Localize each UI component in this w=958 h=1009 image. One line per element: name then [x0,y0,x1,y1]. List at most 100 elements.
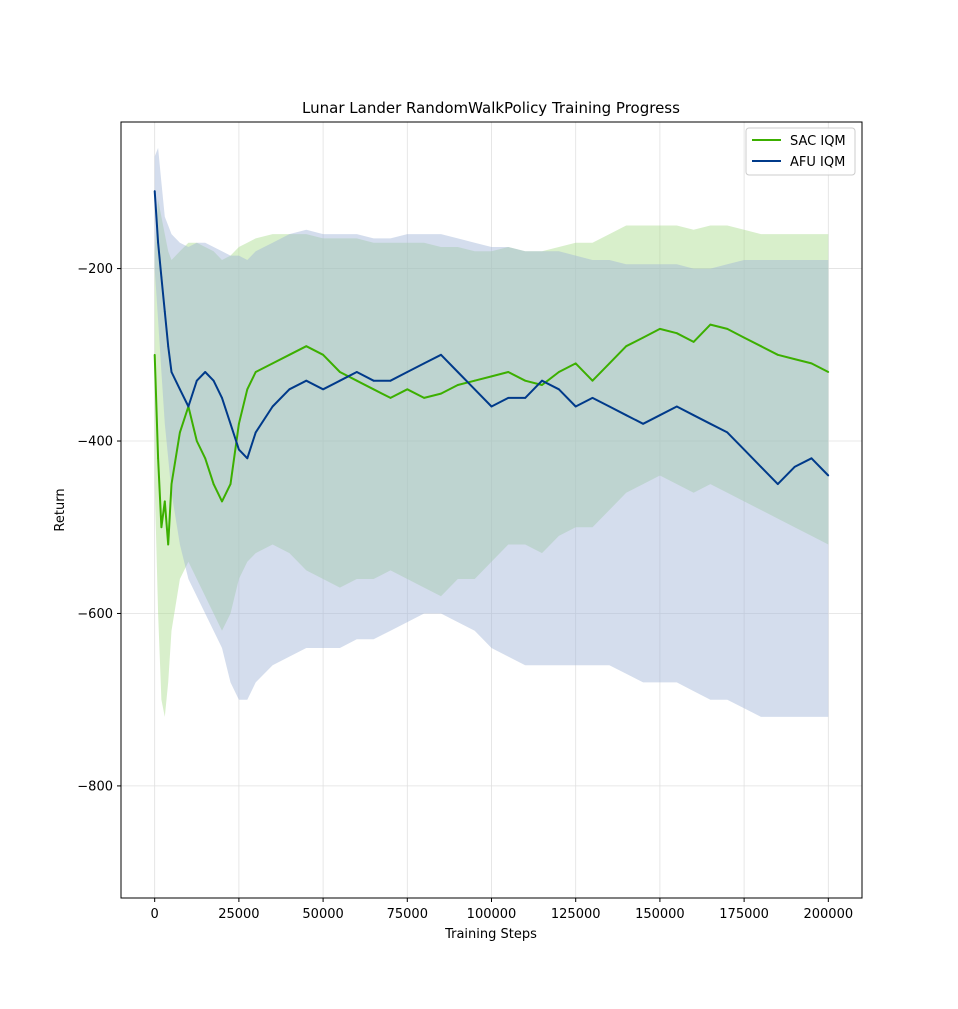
point-afu-iqm [591,397,594,399]
point-afu-iqm [507,397,510,399]
legend: SAC IQM AFU IQM [745,127,856,176]
point-afu-iqm [160,276,163,279]
line-afu-iqm [153,190,830,486]
point-sac-iqm [625,345,628,348]
x-tick-label: 100000 [467,907,517,922]
line-sac-iqm [153,323,829,546]
point-afu-iqm [254,431,257,434]
x-tick-label: 75000 [387,907,428,922]
point-afu-iqm [238,448,240,451]
point-afu-iqm [726,431,729,434]
point-afu-iqm [524,397,527,399]
point-sac-iqm [423,397,425,399]
point-afu-iqm [423,362,425,365]
point-afu-iqm [322,388,324,391]
point-sac-iqm [170,483,173,485]
point-afu-iqm [810,457,813,460]
point-sac-iqm [524,379,527,382]
point-afu-iqm [558,388,560,391]
point-sac-iqm [246,388,249,391]
point-sac-iqm [339,371,341,373]
point-afu-iqm [709,422,712,425]
point-sac-iqm [163,500,166,503]
point-sac-iqm [238,422,240,425]
point-afu-iqm [221,397,223,399]
band-afu-iqm [154,147,829,717]
legend-label-sac: SAC IQM [790,134,846,149]
point-afu-iqm [625,414,628,417]
point-afu-iqm [456,371,459,373]
point-afu-iqm [153,190,156,192]
point-afu-iqm [574,405,577,408]
point-sac-iqm [212,483,215,485]
point-afu-iqm [195,379,198,382]
y-tick-label: −200 [77,262,113,277]
point-afu-iqm [659,414,661,417]
point-afu-iqm [372,379,375,382]
x-tick-label: 175000 [719,907,769,922]
point-sac-iqm [541,384,543,386]
point-sac-iqm [288,353,291,356]
point-sac-iqm [322,353,324,356]
point-afu-iqm [212,379,215,382]
point-afu-iqm [355,371,358,373]
point-sac-iqm [642,336,644,339]
point-sac-iqm [507,371,510,373]
point-sac-iqm [726,328,729,330]
point-afu-iqm [157,241,160,244]
point-sac-iqm [440,392,442,395]
point-afu-iqm [305,379,308,382]
point-sac-iqm [574,362,577,365]
point-afu-iqm [179,388,181,391]
point-afu-iqm [229,422,232,425]
point-sac-iqm [659,328,661,330]
point-sac-iqm [793,358,796,360]
point-sac-iqm [810,362,813,365]
point-sac-iqm [157,457,160,460]
grid-layer [121,122,862,898]
point-sac-iqm [389,397,392,399]
point-afu-iqm [692,414,695,417]
point-sac-iqm [743,336,745,339]
point-afu-iqm [163,310,166,313]
point-afu-iqm [793,466,796,468]
x-tick-label: 25000 [218,907,259,922]
y-tick-label: −800 [77,779,113,794]
point-sac-iqm [195,440,198,442]
point-sac-iqm [776,353,779,356]
point-sac-iqm [675,332,678,335]
point-sac-iqm [229,483,232,485]
point-sac-iqm [271,362,274,365]
point-sac-iqm [204,457,207,460]
point-sac-iqm [760,345,762,348]
point-sac-iqm [490,375,493,378]
chart-title: Lunar Lander RandomWalkPolicy Training P… [302,99,680,117]
point-sac-iqm [827,371,830,373]
legend-label-afu: AFU IQM [790,155,845,170]
point-sac-iqm [456,384,459,386]
point-afu-iqm [760,466,762,468]
point-afu-iqm [246,457,249,460]
point-afu-iqm [406,371,409,373]
point-afu-iqm [827,474,830,477]
point-afu-iqm [473,388,476,391]
point-afu-iqm [288,388,291,391]
y-tick-label: −400 [77,435,113,450]
point-sac-iqm [558,371,560,373]
x-tick-label: 125000 [551,907,601,922]
point-sac-iqm [167,543,170,546]
point-sac-iqm [153,353,156,356]
y-axis-label: Return [53,488,68,531]
point-afu-iqm [675,405,678,408]
point-sac-iqm [254,371,257,373]
x-tick-label: 200000 [803,907,853,922]
x-axis-ticks: 0 25000 50000 75000 100000 125000 150000 175000… [151,898,853,922]
point-afu-iqm [339,379,341,382]
point-afu-iqm [608,405,611,408]
point-afu-iqm [440,353,442,356]
y-axis-ticks: −800 −600 −400 −200 [77,262,121,794]
point-sac-iqm [406,388,409,391]
point-afu-iqm [490,405,493,408]
point-afu-iqm [271,405,274,408]
